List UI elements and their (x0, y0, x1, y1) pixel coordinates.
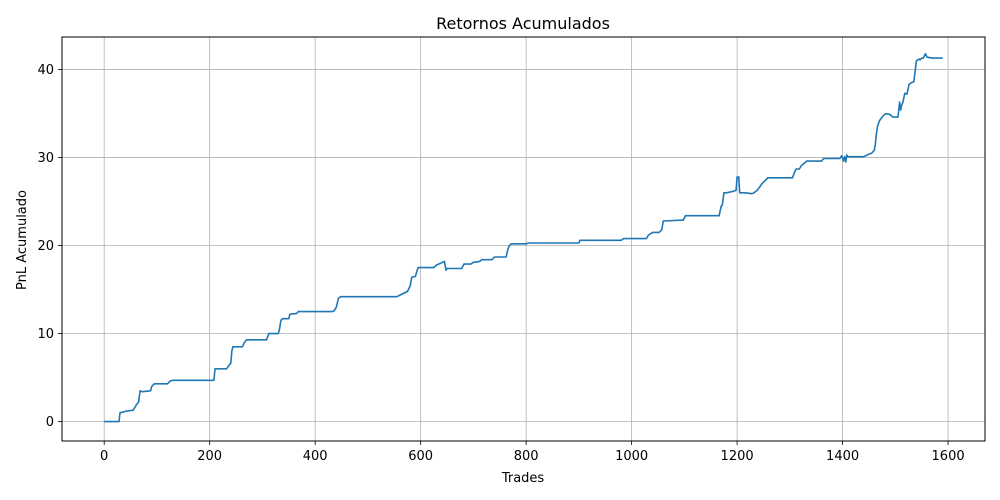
y-tick-label: 0 (46, 415, 54, 430)
y-tick-label: 10 (37, 327, 54, 342)
y-axis: 0 10 20 30 40 (37, 63, 62, 430)
series-line (104, 52, 943, 423)
x-tick-label: 200 (197, 449, 222, 464)
y-tick-label: 20 (37, 239, 54, 254)
x-tick-label: 0 (100, 449, 108, 464)
x-axis-label: Trades (501, 471, 545, 486)
x-tick-label: 600 (408, 449, 433, 464)
x-axis: 0 200 400 600 800 1000 1200 1400 1600 (100, 441, 965, 464)
x-tick-label: 400 (303, 449, 328, 464)
x-tick-label: 1600 (932, 449, 965, 464)
grid (62, 37, 985, 441)
plot-area (104, 52, 943, 423)
chart-title: Retornos Acumulados (436, 14, 610, 33)
y-tick-label: 40 (37, 63, 54, 78)
x-tick-label: 800 (514, 449, 539, 464)
x-tick-label: 1400 (826, 449, 859, 464)
y-axis-label: PnL Acumulado (15, 190, 30, 290)
x-tick-label: 1000 (615, 449, 648, 464)
x-tick-label: 1200 (721, 449, 754, 464)
y-tick-label: 30 (37, 151, 54, 166)
axes-frame (61, 36, 986, 442)
